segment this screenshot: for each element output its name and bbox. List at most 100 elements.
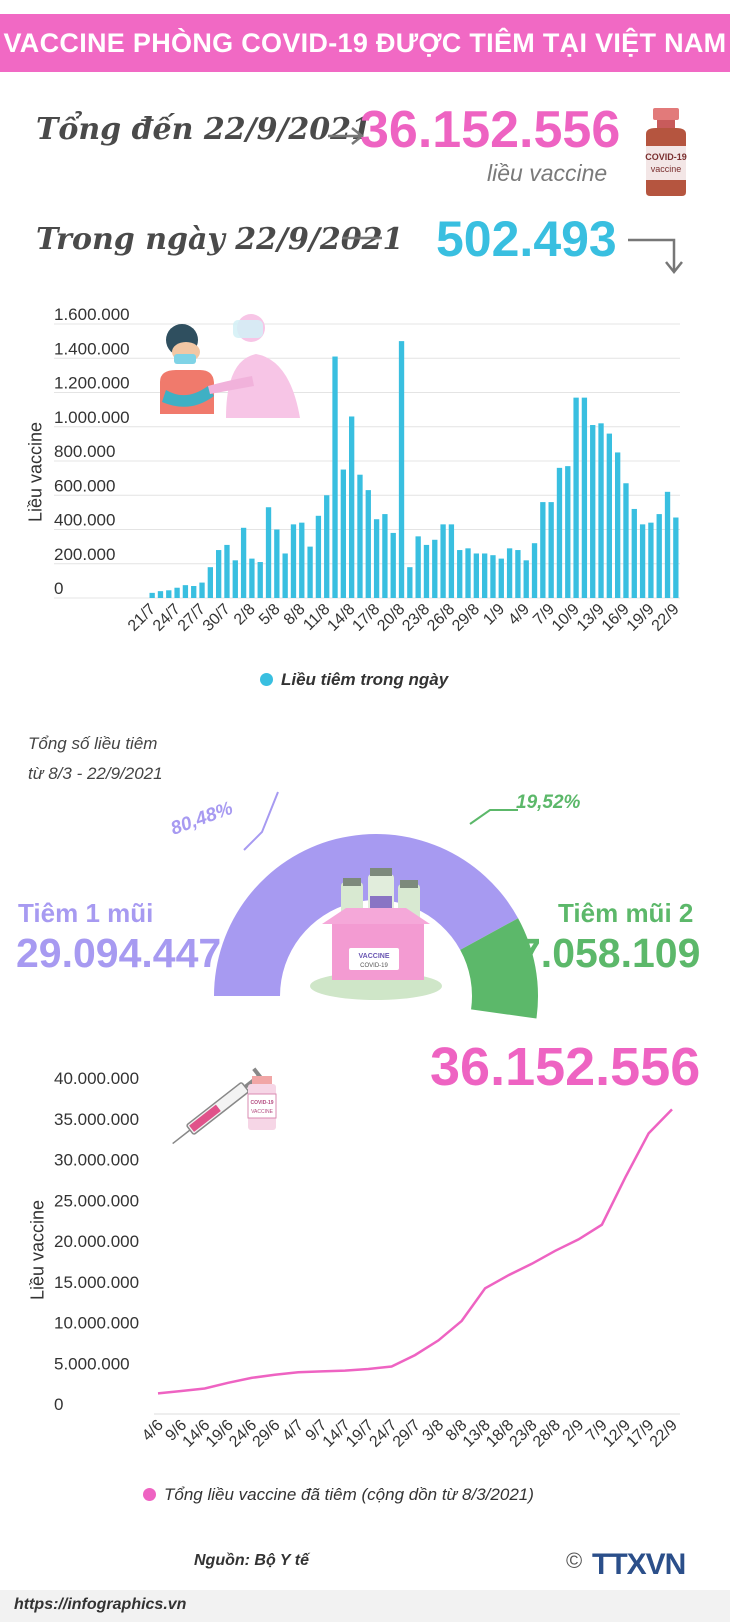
bar bbox=[182, 585, 189, 598]
donut-title-line2: từ 8/3 - 22/9/2021 bbox=[28, 764, 163, 783]
cumulative-doses-chart: 0 5.000.000 10.000.000 15.000.000 20.000.000… bbox=[54, 1067, 681, 1451]
bar bbox=[415, 536, 421, 598]
arc-dose2 bbox=[460, 918, 538, 1019]
y-tick-label: 5.000.000 bbox=[54, 1354, 130, 1373]
bar bbox=[240, 527, 247, 598]
bar bbox=[656, 514, 662, 598]
copyright-icon: © bbox=[566, 1548, 583, 1573]
y-tick-label: 20.000.000 bbox=[54, 1232, 139, 1251]
bar bbox=[282, 553, 288, 598]
total-label: Tổng đến 22/9/2021 bbox=[36, 112, 372, 147]
bar bbox=[423, 544, 430, 598]
bar bbox=[382, 514, 388, 598]
x-tick-label: 2/9 bbox=[560, 1417, 588, 1445]
bar bbox=[648, 522, 654, 598]
donut-title-line1: Tổng số liều tiêm bbox=[28, 734, 158, 753]
title-banner bbox=[0, 14, 730, 72]
small-vial-label-2: VACCINE bbox=[251, 1109, 274, 1115]
bar bbox=[481, 553, 488, 598]
y-tick-label: 400.000 bbox=[54, 511, 115, 530]
bar bbox=[606, 433, 613, 598]
y-tick-label: 200.000 bbox=[54, 545, 115, 564]
legend-dot bbox=[143, 1488, 156, 1501]
bar bbox=[215, 550, 222, 598]
chart2-ylabel: Liều vaccine bbox=[27, 1199, 48, 1301]
chart1-legend: Liều tiêm trong ngày bbox=[260, 670, 448, 690]
bar bbox=[166, 590, 172, 598]
bar bbox=[299, 522, 305, 598]
bar bbox=[249, 558, 255, 598]
dose1-leader bbox=[243, 791, 279, 851]
bar bbox=[523, 560, 529, 598]
x-tick-label: 29/8 bbox=[449, 601, 483, 635]
bar bbox=[324, 495, 330, 598]
bar bbox=[207, 567, 214, 598]
box-label-vaccine: VACCINE bbox=[359, 953, 390, 960]
bar bbox=[357, 474, 363, 598]
source-text: Nguồn: Bộ Y tế bbox=[194, 1552, 309, 1569]
bar bbox=[149, 592, 155, 598]
bar bbox=[407, 567, 413, 598]
dose2-value: 7.058.109 bbox=[518, 930, 701, 976]
y-tick-label: 600.000 bbox=[54, 476, 115, 495]
donut-chart: VACCINE COVID-19 bbox=[214, 791, 538, 1019]
dash-line bbox=[342, 236, 382, 240]
bar bbox=[265, 507, 272, 598]
bar bbox=[581, 397, 588, 598]
y-tick-label: 1.200.000 bbox=[54, 374, 130, 393]
x-tick-label: 4/9 bbox=[505, 601, 533, 629]
x-tick-label: 29/7 bbox=[390, 1417, 424, 1451]
y-tick-label: 10.000.000 bbox=[54, 1314, 139, 1333]
small-vial-icon: COVID-19 VACCINE bbox=[247, 1076, 277, 1130]
x-tick-label: 30/7 bbox=[200, 601, 234, 635]
bar bbox=[157, 591, 164, 598]
bar bbox=[365, 490, 371, 598]
chart1-ylabel: Liều vaccine bbox=[25, 421, 46, 523]
donut-title: Tổng số liều tiêm từ 8/3 - 22/9/2021 bbox=[28, 729, 163, 789]
x-tick-label: 22/9 bbox=[649, 601, 683, 635]
vial-label-2: vaccine bbox=[651, 164, 682, 174]
y-tick-label: 0 bbox=[54, 1395, 63, 1414]
dose2-pct: 19,52% bbox=[516, 792, 581, 813]
bar bbox=[623, 483, 629, 598]
x-tick-label: 28/8 bbox=[530, 1417, 564, 1451]
bar bbox=[290, 524, 297, 598]
bar bbox=[598, 423, 604, 598]
legend-dot bbox=[260, 673, 273, 686]
y-tick-label: 25.000.000 bbox=[54, 1191, 139, 1210]
arrow-down-right-icon bbox=[628, 238, 683, 275]
nurse-patient-illustration bbox=[160, 314, 300, 418]
vial-label-1: COVID-19 bbox=[645, 152, 687, 162]
bar bbox=[639, 524, 646, 598]
daily-label: Trong ngày 22/9/2021 bbox=[36, 222, 404, 257]
bar bbox=[473, 553, 480, 598]
bar bbox=[432, 539, 438, 598]
bar bbox=[457, 550, 463, 598]
bar bbox=[274, 529, 280, 598]
bar bbox=[174, 587, 180, 598]
daily-value: 502.493 bbox=[436, 211, 617, 267]
x-tick-label: 4/6 bbox=[139, 1417, 167, 1445]
y-tick-label: 40.000.000 bbox=[54, 1069, 139, 1088]
bar bbox=[506, 548, 513, 598]
chart2-legend-label: Tổng liều vaccine đã tiêm (cộng dồn từ 8… bbox=[164, 1485, 534, 1504]
dose1-label: Tiêm 1 mũi bbox=[18, 898, 154, 928]
footer-url[interactable]: https://infographics.vn bbox=[14, 1596, 187, 1613]
y-tick-label: 30.000.000 bbox=[54, 1151, 139, 1170]
total-value: 36.152.556 bbox=[360, 101, 621, 159]
bar bbox=[332, 356, 338, 598]
y-tick-label: 35.000.000 bbox=[54, 1110, 139, 1129]
dose2-leader bbox=[469, 809, 518, 825]
bar bbox=[515, 550, 521, 598]
bar bbox=[398, 341, 405, 598]
cumulative-headline: 36.152.556 bbox=[430, 1037, 701, 1097]
bar bbox=[307, 546, 313, 598]
x-tick-label: 29/6 bbox=[250, 1417, 284, 1451]
arc-dose1 bbox=[214, 834, 519, 996]
bar bbox=[390, 532, 396, 598]
bar bbox=[448, 524, 455, 598]
bar bbox=[556, 467, 563, 598]
small-vial-label-1: COVID-19 bbox=[250, 1100, 273, 1106]
bar bbox=[498, 558, 504, 598]
footer-bar bbox=[0, 1590, 730, 1622]
